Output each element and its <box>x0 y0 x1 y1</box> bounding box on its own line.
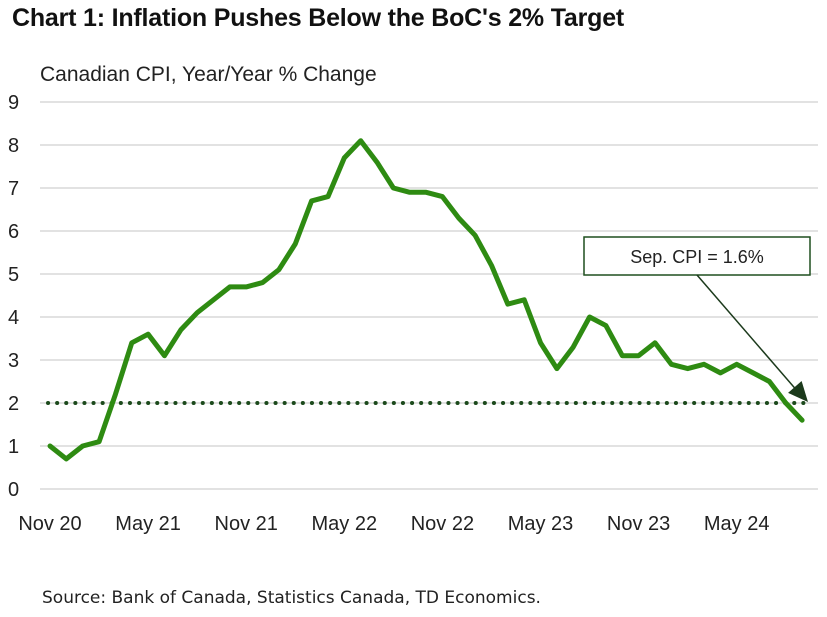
cpi-series-line <box>47 138 805 462</box>
y-tick-label: 2 <box>8 393 19 415</box>
y-tick-label: 7 <box>8 178 19 200</box>
annotation-box <box>583 236 811 276</box>
y-tick-label: 8 <box>8 135 19 157</box>
annotation-group: Sep. CPI = 1.6% <box>583 236 811 402</box>
y-tick-label: 9 <box>8 92 19 114</box>
y-tick-label: 3 <box>8 350 19 372</box>
x-tick-label: May 23 <box>508 513 574 535</box>
y-tick-label: 5 <box>8 264 19 286</box>
x-tick-label: Nov 22 <box>411 513 474 535</box>
x-axis-ticks: Nov 20 May 21 Nov 21 May 22 Nov 22 May 23 Nov … <box>18 513 769 535</box>
y-axis-label: Canadian CPI, Year/Year % Change <box>40 63 377 86</box>
source-note: Source: Bank of Canada, Statistics Canad… <box>42 588 541 608</box>
y-tick-label: 6 <box>8 221 19 243</box>
x-tick-label: May 21 <box>115 513 181 535</box>
x-tick-label: Nov 21 <box>215 513 278 535</box>
y-tick-label: 1 <box>8 436 19 458</box>
gridlines <box>40 101 818 490</box>
x-tick-label: May 24 <box>704 513 770 535</box>
chart-title: Chart 1: Inflation Pushes Below the BoC'… <box>12 4 625 32</box>
x-tick-label: Nov 23 <box>607 513 670 535</box>
y-axis-ticks: 0 1 2 3 4 5 6 7 8 9 <box>8 92 19 501</box>
x-tick-label: Nov 20 <box>18 513 81 535</box>
annotation-arrow-line <box>696 274 800 394</box>
y-tick-label: 0 <box>8 479 19 501</box>
x-tick-label: May 22 <box>312 513 378 535</box>
y-tick-label: 4 <box>8 307 19 329</box>
annotation-arrowhead <box>788 381 808 402</box>
annotation-text: Sep. CPI = 1.6% <box>630 247 764 267</box>
series-group <box>47 138 805 462</box>
